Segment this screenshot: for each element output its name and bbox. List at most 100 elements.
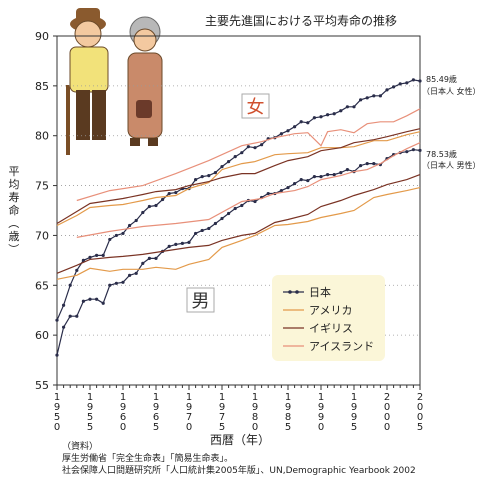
data-point-male-1974 — [213, 221, 217, 226]
data-point-female-1985 — [286, 129, 290, 133]
data-point-male-1997 — [365, 162, 369, 166]
y-tick-label-70: 70 — [35, 229, 49, 242]
data-point-male-1980 — [253, 199, 257, 204]
y-axis-label-char: 命 — [9, 203, 20, 217]
x-tick-digit: 0 — [384, 412, 390, 423]
series-line-female-2 — [56, 131, 421, 227]
x-tick-digit: 5 — [87, 412, 93, 423]
y-axis-label-char: 平 — [9, 165, 20, 178]
x-tick-digit: 1 — [87, 392, 93, 403]
data-point-female-1950 — [55, 318, 59, 322]
x-tick-digit: 8 — [252, 412, 258, 423]
x-tick-digit: 1 — [120, 392, 126, 403]
x-tick-digit: 0 — [54, 422, 60, 433]
legend-label-2: イギリス — [309, 322, 353, 335]
data-point-male-1973 — [207, 226, 211, 231]
data-point-male-1962 — [134, 271, 138, 275]
data-point-female-1952 — [68, 283, 72, 287]
data-point-male-1970 — [187, 240, 191, 245]
y-tick-label-85: 85 — [35, 80, 49, 93]
data-point-male-1972 — [200, 228, 204, 233]
elderly-couple-illustration — [66, 8, 163, 155]
data-point-male-1988 — [306, 178, 310, 183]
male-tag: 男 — [192, 291, 210, 312]
x-tick-digit: 0 — [384, 402, 390, 413]
data-point-male-1985 — [286, 185, 290, 190]
y-axis-label: 平均寿命（歳） — [7, 165, 20, 255]
female-tag-box — [241, 93, 270, 119]
x-tick-digit: 1 — [186, 392, 192, 403]
data-point-male-1986 — [293, 181, 297, 186]
data-point-female-1956 — [95, 253, 99, 257]
data-point-female-1971 — [194, 177, 198, 182]
data-point-female-1957 — [101, 253, 105, 257]
data-point-female-1987 — [299, 120, 303, 124]
data-point-male-1982 — [266, 191, 270, 196]
x-tick-digit: 5 — [417, 422, 423, 433]
data-point-male-1959 — [114, 281, 118, 285]
x-tick-digit: 5 — [54, 412, 60, 423]
legend-marker-0 — [295, 290, 299, 294]
x-tick-digit: 9 — [318, 402, 324, 413]
data-point-female-2003 — [405, 81, 409, 85]
x-tick-label-2005: 2005 — [417, 392, 423, 433]
x-tick-digit: 1 — [54, 392, 60, 403]
data-point-female-1960 — [121, 231, 125, 236]
x-tick-digit: 1 — [351, 392, 357, 403]
data-point-female-1966 — [161, 197, 165, 202]
data-point-male-1967 — [167, 244, 171, 248]
data-point-female-1977 — [233, 155, 237, 159]
x-tick-digit: 0 — [318, 422, 324, 433]
series-line-male-3 — [56, 187, 421, 280]
data-point-female-1974 — [213, 171, 217, 175]
x-tick-digit: 0 — [120, 422, 126, 433]
annotation-female-value: 85.49歳 — [426, 74, 457, 84]
data-point-female-1959 — [114, 233, 118, 238]
data-point-male-1969 — [180, 241, 184, 246]
x-tick-digit: 5 — [219, 422, 225, 433]
x-tick-digit: 1 — [153, 392, 159, 403]
annotation-male-value: 78.53歳 — [426, 149, 457, 159]
data-point-female-2005 — [418, 79, 422, 83]
x-tick-digit: 8 — [285, 412, 291, 423]
series-line-female-6 — [76, 108, 421, 202]
data-point-male-1998 — [372, 162, 376, 166]
source-note: （資料） 厚生労働省「完全生命表」「簡易生命表」。 社会保障人口問題研究所「人口… — [62, 441, 416, 477]
data-point-male-1971 — [194, 231, 198, 236]
y-tick-label-80: 80 — [35, 130, 49, 143]
x-tick-digit: 0 — [186, 422, 192, 433]
data-point-male-1968 — [174, 242, 178, 247]
x-tick-digit: 1 — [252, 392, 258, 403]
x-tick-digit: 0 — [417, 412, 423, 423]
data-point-male-1950 — [55, 353, 59, 357]
data-point-female-1990 — [319, 115, 323, 119]
y-axis-label-char: （ — [7, 218, 20, 229]
series-line-male-5 — [56, 174, 421, 274]
legend-box — [272, 275, 385, 361]
data-point-female-1992 — [332, 112, 336, 116]
data-point-male-1975 — [220, 216, 224, 221]
data-point-female-1999 — [378, 94, 382, 98]
data-point-male-2004 — [411, 148, 415, 152]
data-point-male-1996 — [359, 164, 363, 168]
data-point-female-1967 — [167, 191, 171, 196]
data-point-female-1955 — [88, 255, 92, 259]
y-axis-label-char: 歳 — [9, 230, 20, 243]
data-point-male-2005 — [418, 148, 422, 152]
x-tick-digit: 0 — [417, 402, 423, 413]
data-point-male-1994 — [345, 168, 349, 172]
x-tick-digit: 5 — [285, 422, 291, 433]
data-point-female-1997 — [365, 96, 369, 100]
x-tick-digit: 9 — [285, 402, 291, 413]
data-point-male-1961 — [128, 273, 132, 277]
data-point-male-1991 — [326, 173, 330, 177]
x-tick-digit: 6 — [153, 412, 159, 423]
data-point-female-1965 — [154, 203, 158, 208]
